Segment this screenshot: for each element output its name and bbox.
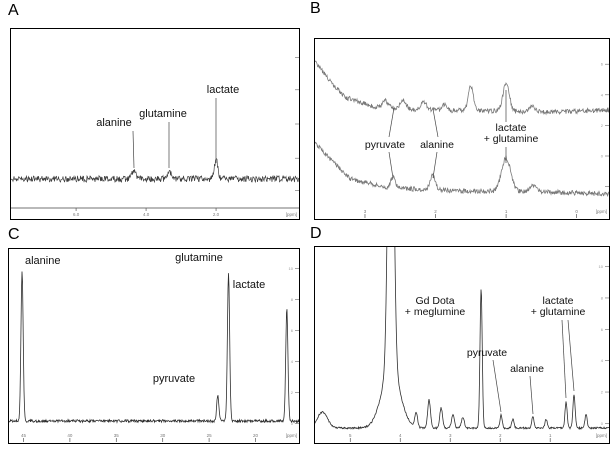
y-tick-label: 10 — [599, 264, 604, 269]
x-tick-label: 20 — [253, 433, 259, 438]
x-tick-label: 3 — [449, 433, 452, 438]
spectrum-trace — [315, 60, 609, 116]
axis-unit-label: [ppm] — [286, 433, 297, 438]
annotation-pointer-line — [132, 130, 135, 169]
x-tick-label: 2 — [434, 209, 437, 214]
panel-c-plot: 45 40 35 30 25 20 [ppm] 10 8 6 4 2 0 alanine glutamine… — [8, 248, 300, 444]
y-tick-label: 8 — [601, 295, 604, 300]
panel-a-plot: 6.0 4.0 2.0 [ppm] alanine glutamine lactate — [10, 28, 300, 220]
x-tick-label: 2 — [499, 433, 502, 438]
y-tick-label: 6 — [291, 328, 294, 333]
annotation-pointer-line — [529, 375, 534, 415]
axis-unit-label: [ppm] — [596, 433, 607, 438]
annotation-pointer-line — [567, 319, 575, 392]
y-tick-label: 4 — [291, 359, 294, 364]
y-tick-label: 0 — [601, 421, 604, 426]
spectrum-svg: 3 2 1 0 [ppm] 6 4 2 0 pyruvate alanine lactate + glu… — [315, 60, 609, 218]
y-tick-label: 2 — [291, 390, 294, 395]
annotation-label: pyruvate — [467, 347, 507, 359]
spectrum-svg: 5 4 3 2 1 [ppm] 10 8 6 4 2 0 Gd Dota + meglumine pyruv… — [315, 247, 609, 442]
y-tick-label: 2 — [601, 390, 604, 395]
x-tick-label: 2.0 — [213, 212, 220, 217]
x-tick-label: 3 — [364, 209, 367, 214]
annotation-label: lactate + glutamine — [531, 295, 586, 318]
x-tick-label: 35 — [114, 433, 120, 438]
annotation-label: pyruvate — [153, 373, 195, 385]
y-tick-label: 6 — [601, 62, 604, 67]
annotation-label: Gd Dota + meglumine — [405, 295, 466, 318]
annotation-pointer-line — [561, 319, 567, 399]
x-tick-label: 25 — [207, 433, 213, 438]
annotation-label: pyruvate — [365, 139, 405, 151]
panel-d-letter: D — [310, 225, 322, 242]
x-tick-label: 4 — [399, 433, 402, 438]
y-tick-label: 0 — [601, 154, 604, 159]
x-tick-label: 1 — [549, 433, 552, 438]
panel-c-letter: C — [8, 226, 20, 243]
spectrum-trace — [9, 271, 299, 424]
y-tick-label: 6 — [601, 327, 604, 332]
annotation-label: alanine — [510, 363, 544, 375]
x-tick-label: 45 — [21, 433, 27, 438]
annotation-label: alanine — [96, 117, 131, 129]
y-tick-label: 2 — [601, 123, 604, 128]
panel-d-plot: 5 4 3 2 1 [ppm] 10 8 6 4 2 0 Gd Dota + meglumine pyruv… — [314, 246, 610, 444]
annotation-label: glutamine — [139, 108, 187, 120]
annotation-label: alanine — [420, 139, 454, 151]
axis-unit-label: [ppm] — [596, 209, 607, 214]
y-tick-label: 8 — [291, 297, 294, 302]
annotation-label: lactate + glutamine — [484, 122, 539, 145]
annotation-pointer-line — [388, 151, 394, 179]
annotation-label: glutamine — [175, 252, 223, 264]
panel-b-plot: 3 2 1 0 [ppm] 6 4 2 0 pyruvate alanine lactate + glu… — [314, 38, 610, 220]
x-tick-label: 6.0 — [73, 212, 80, 217]
spectrum-trace — [315, 247, 609, 430]
annotation-label: lactate — [207, 84, 239, 96]
spectrum-svg: 6.0 4.0 2.0 [ppm] alanine glutamine lactate — [11, 57, 299, 217]
x-tick-label: 0 — [575, 209, 578, 214]
x-tick-label: 40 — [67, 433, 73, 438]
spectrum-trace — [315, 141, 609, 197]
y-tick-label: 0 — [291, 421, 294, 426]
annotation-pointer-line — [432, 151, 438, 179]
x-tick-label: 30 — [160, 433, 166, 438]
annotation-pointer-line — [492, 359, 502, 413]
y-tick-label: 4 — [601, 92, 604, 97]
y-tick-label: 4 — [601, 358, 604, 363]
panel-b-letter: B — [310, 0, 321, 17]
annotation-label: alanine — [25, 255, 60, 267]
annotation-pointer-line — [388, 107, 395, 138]
annotation-label: lactate — [233, 279, 265, 291]
y-tick-label: 10 — [289, 266, 294, 271]
annotation-pointer-line — [432, 108, 439, 138]
spectrum-trace — [11, 158, 299, 184]
panel-a-letter: A — [8, 2, 19, 19]
x-tick-label: 4.0 — [143, 212, 150, 217]
axis-unit-label: [ppm] — [286, 212, 297, 217]
x-tick-label: 5 — [349, 433, 352, 438]
x-tick-label: 1 — [505, 209, 508, 214]
